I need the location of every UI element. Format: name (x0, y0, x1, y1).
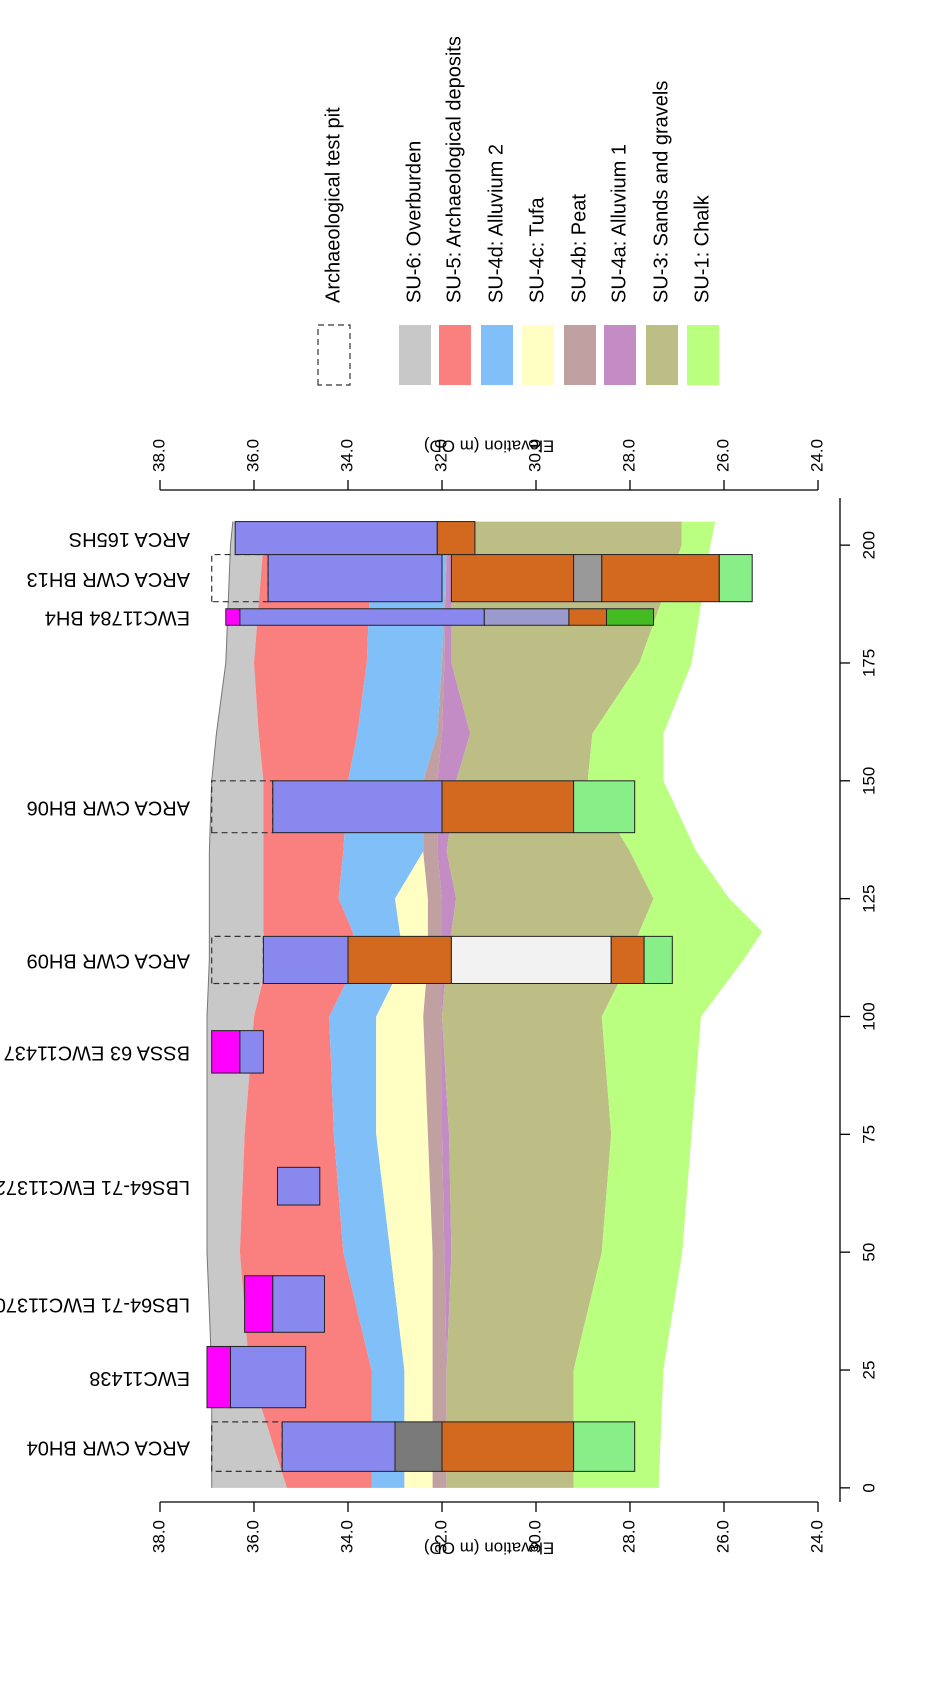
borehole-label: ARCA CWR BH13 (27, 568, 190, 590)
legend-swatch (687, 325, 719, 385)
borehole-segment (347, 935, 452, 985)
y-tick-label: 24.0 (807, 439, 826, 472)
borehole-label: ARCA CWR BH06 (27, 796, 190, 818)
y-tick-label: 32.0 (431, 439, 450, 472)
borehole-label: EWC11438 (89, 1367, 190, 1389)
legend-swatch (604, 325, 636, 385)
legend-label: SU-4b: Peat (568, 194, 590, 303)
borehole-label: ARCA 165HS (69, 528, 190, 550)
test-pit (211, 780, 274, 834)
legend-swatch (522, 325, 554, 385)
borehole-segment (573, 780, 636, 834)
borehole-segment (573, 554, 603, 603)
borehole-label: EWC11784 BH4 (45, 607, 190, 629)
x-tick-label: 100 (859, 1002, 878, 1030)
x-tick-label: 75 (859, 1125, 878, 1144)
y-tick-label: 38.0 (149, 439, 168, 472)
borehole-segment (568, 608, 608, 626)
x-tick-label: 0 (859, 1483, 878, 1492)
y-axis-label: Elevation (m OD) (424, 437, 554, 456)
layer-area (239, 521, 372, 1488)
legend-swatch (564, 325, 596, 385)
borehole-segment (262, 935, 349, 985)
layer-area (423, 521, 447, 1488)
legend-label: SU-6: Overburden (403, 141, 425, 303)
borehole-segment (394, 1421, 443, 1472)
rotated-chart: ARCA CWR BH04 EWC11438 LBS64-71 EWC11370 LB… (0, 36, 878, 1557)
y-tick-label: 34.0 (337, 1520, 356, 1553)
borehole-segment (450, 554, 575, 603)
legend-label: Archaeological test pit (322, 107, 344, 303)
legend-label: SU-3: Sands and gravels (650, 81, 672, 303)
borehole-segment (206, 1345, 231, 1409)
layer-area (573, 521, 762, 1488)
y-tick-label: 26.0 (713, 439, 732, 472)
x-tick-label: 150 (859, 767, 878, 795)
layer-base (657, 521, 763, 1488)
x-tick-label: 175 (859, 649, 878, 677)
layer-area (376, 521, 447, 1488)
borehole-segment (436, 521, 476, 556)
borehole-label: LBS64-71 EWC11372 (0, 1176, 190, 1198)
y-tick-label: 38.0 (149, 1520, 168, 1553)
borehole-segment (718, 554, 753, 603)
borehole-segment (610, 935, 645, 985)
borehole-segment (483, 608, 570, 626)
borehole-segment (230, 1345, 307, 1409)
legend-swatch (646, 325, 678, 385)
y-tick-label: 26.0 (713, 1520, 732, 1553)
x-tick-label: 200 (859, 531, 878, 559)
y-tick-label: 32.0 (431, 1520, 450, 1553)
borehole-label: ARCA CWR BH04 (27, 1436, 190, 1458)
borehole-segment (239, 1030, 264, 1074)
borehole-segment (601, 554, 720, 603)
legend-swatch (399, 325, 431, 385)
y-tick-label: 28.0 (619, 439, 638, 472)
borehole-segment (643, 935, 673, 985)
y-axis-label: Elevation (m OD) (424, 1539, 554, 1558)
y-tick-label: 36.0 (243, 1520, 262, 1553)
y-tick-label: 36.0 (243, 439, 262, 472)
borehole-segment (606, 608, 654, 626)
borehole-segment (272, 780, 443, 834)
legend-swatch (481, 325, 513, 385)
layer-area (437, 521, 471, 1488)
x-tick-label: 125 (859, 884, 878, 912)
legend-swatch (317, 324, 351, 386)
borehole-segment (281, 1421, 396, 1472)
borehole-segment (441, 780, 575, 834)
x-tick-label: 25 (859, 1361, 878, 1380)
borehole-segment (277, 1166, 321, 1206)
borehole-segment (573, 1421, 636, 1472)
borehole-segment (272, 1275, 325, 1333)
layer-area (329, 521, 447, 1488)
borehole-segment (267, 554, 443, 603)
legend-label: SU-4c: Tufa (526, 197, 548, 303)
borehole-label: BSSA 63 EWC11437 (4, 1042, 190, 1064)
borehole-segment (225, 608, 241, 626)
layer-area (207, 521, 287, 1488)
borehole-segment (244, 1275, 274, 1333)
y-tick-label: 30.0 (525, 439, 544, 472)
borehole-label: ARCA CWR BH09 (27, 950, 190, 972)
layer-area (442, 521, 682, 1488)
y-tick-label: 24.0 (807, 1520, 826, 1553)
legend-label: SU-5: Archaeological deposits (443, 36, 465, 303)
borehole-segment (234, 521, 438, 556)
y-tick-label: 34.0 (337, 439, 356, 472)
legend-label: SU-1: Chalk (691, 194, 713, 303)
y-tick-label: 30.0 (525, 1520, 544, 1553)
x-tick-label: 50 (859, 1243, 878, 1262)
borehole-segment (450, 935, 612, 985)
ground-surface (206, 521, 234, 1488)
borehole-segment (441, 1421, 575, 1472)
borehole-segment (211, 1030, 241, 1074)
legend-label: SU-4d: Alluvium 2 (485, 144, 507, 303)
y-tick-label: 28.0 (619, 1520, 638, 1553)
borehole-segment (239, 608, 485, 626)
legend-swatch (439, 325, 471, 385)
legend-label: SU-4a: Alluvium 1 (608, 144, 630, 303)
borehole-label: LBS64-71 EWC11370 (0, 1294, 190, 1316)
